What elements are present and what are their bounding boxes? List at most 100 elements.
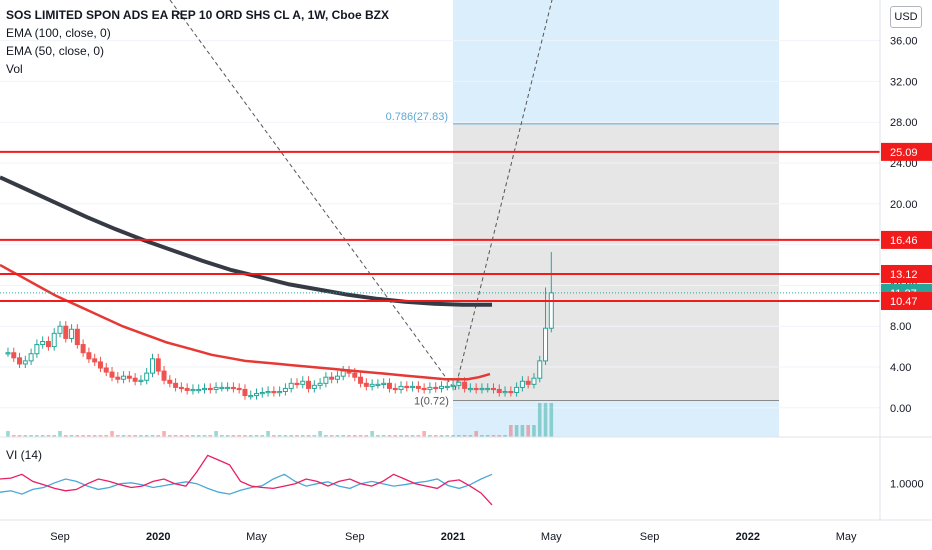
currency-button[interactable]: USD	[890, 6, 922, 28]
date-tick-label: 2021	[441, 531, 465, 543]
candle	[508, 386, 514, 397]
candle	[219, 382, 225, 392]
candle	[80, 339, 86, 357]
volume-bar	[393, 435, 398, 437]
volume-bar	[248, 435, 253, 437]
volume-bar	[121, 435, 126, 437]
chart-legend: SOS LIMITED SPON ADS EA REP 10 ORD SHS C…	[6, 6, 389, 78]
candle	[537, 355, 543, 383]
candle	[225, 382, 231, 392]
vi-tick-label: 1.0000	[890, 479, 924, 491]
candle	[363, 378, 369, 391]
volume-bar	[63, 435, 68, 437]
volume-bar	[306, 435, 311, 437]
volume-bar	[231, 435, 236, 437]
volume-bar	[127, 435, 132, 437]
volume-bar	[196, 435, 201, 437]
ema100-legend[interactable]: EMA (100, close, 0)	[6, 26, 111, 40]
fib-label: 1(0.72)	[414, 395, 449, 407]
volume-legend[interactable]: Vol	[6, 62, 23, 76]
volume-bar	[52, 435, 57, 437]
candle	[69, 324, 75, 343]
volume-bar	[81, 435, 85, 437]
candle	[404, 381, 410, 392]
candle	[121, 371, 127, 384]
volume-bar	[324, 435, 328, 437]
price-tag: 10.47	[881, 292, 932, 311]
volume-bar	[150, 435, 155, 437]
candle	[300, 376, 306, 389]
candle	[496, 384, 502, 397]
candle	[502, 386, 508, 397]
candle	[323, 372, 329, 388]
candle	[144, 368, 150, 385]
volume-bar	[110, 431, 114, 437]
volume-bar	[29, 435, 33, 437]
candle	[202, 383, 207, 394]
candle	[438, 381, 444, 393]
ema50-legend[interactable]: EMA (50, close, 0)	[6, 44, 105, 58]
svg-text:13.12: 13.12	[890, 269, 918, 281]
symbol-title: SOS LIMITED SPON ADS EA REP 10 ORD SHS C…	[6, 8, 389, 22]
volume-bar	[514, 425, 519, 437]
candle	[115, 372, 121, 384]
volume-bar	[104, 435, 109, 437]
candle	[271, 386, 277, 397]
vi-plus-line	[0, 473, 493, 495]
candle	[340, 365, 346, 381]
candle	[74, 324, 80, 349]
volume-bar	[23, 435, 28, 437]
candle	[311, 380, 317, 393]
volume-bar	[295, 435, 299, 437]
candle	[97, 356, 103, 373]
candle	[514, 382, 520, 397]
volume-bar	[364, 435, 369, 437]
price-tick-label: 8.00	[890, 321, 911, 333]
volume-bar	[428, 435, 432, 437]
volume-bar	[439, 435, 444, 437]
candle	[415, 381, 421, 393]
volume-bar	[381, 435, 386, 437]
candle	[149, 353, 155, 378]
volume-bar	[370, 431, 374, 437]
price-tick-label: 36.00	[890, 36, 918, 48]
candle	[230, 382, 236, 393]
candle	[369, 379, 375, 391]
volume-bar	[225, 435, 230, 437]
volume-bar	[191, 435, 195, 437]
candle	[531, 373, 537, 389]
volume-bar	[474, 431, 478, 437]
volume-bar	[254, 435, 259, 437]
volume-bar	[405, 435, 409, 437]
price-tag: 13.12	[881, 264, 932, 283]
date-tick-label: Sep	[345, 531, 365, 543]
candle	[51, 328, 57, 351]
candle	[479, 383, 485, 394]
volume-bar	[162, 431, 166, 437]
svg-text:10.47: 10.47	[890, 296, 918, 308]
vi-legend[interactable]: VI (14)	[6, 448, 43, 462]
candle	[248, 390, 254, 400]
volume-bar	[485, 435, 490, 437]
fib-zone-middle	[453, 123, 779, 401]
volume-bar	[40, 435, 45, 437]
volume-bar	[266, 431, 270, 437]
volume-bar	[6, 431, 10, 437]
volume-bar	[347, 435, 351, 437]
volume-bar	[312, 435, 317, 437]
candle	[190, 384, 196, 395]
volume-bar	[433, 435, 438, 437]
volume-bar	[451, 435, 455, 437]
candle	[126, 371, 132, 383]
trend-line-up	[454, 0, 553, 391]
candle	[491, 383, 496, 394]
candle	[450, 380, 456, 391]
candle	[161, 365, 167, 385]
date-tick-label: 2020	[146, 531, 170, 543]
candle	[196, 384, 202, 394]
fib-zone-lower	[453, 400, 779, 437]
vi-minus-line	[0, 454, 493, 506]
candle	[392, 383, 398, 394]
candle	[178, 382, 184, 393]
